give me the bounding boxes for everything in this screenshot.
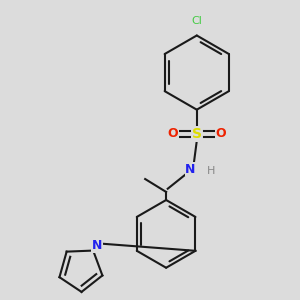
Text: N: N <box>185 163 196 176</box>
Text: Cl: Cl <box>191 16 202 26</box>
Text: O: O <box>216 128 226 140</box>
Text: N: N <box>92 239 102 252</box>
Text: S: S <box>192 127 202 141</box>
Text: O: O <box>167 128 178 140</box>
Text: H: H <box>207 166 215 176</box>
